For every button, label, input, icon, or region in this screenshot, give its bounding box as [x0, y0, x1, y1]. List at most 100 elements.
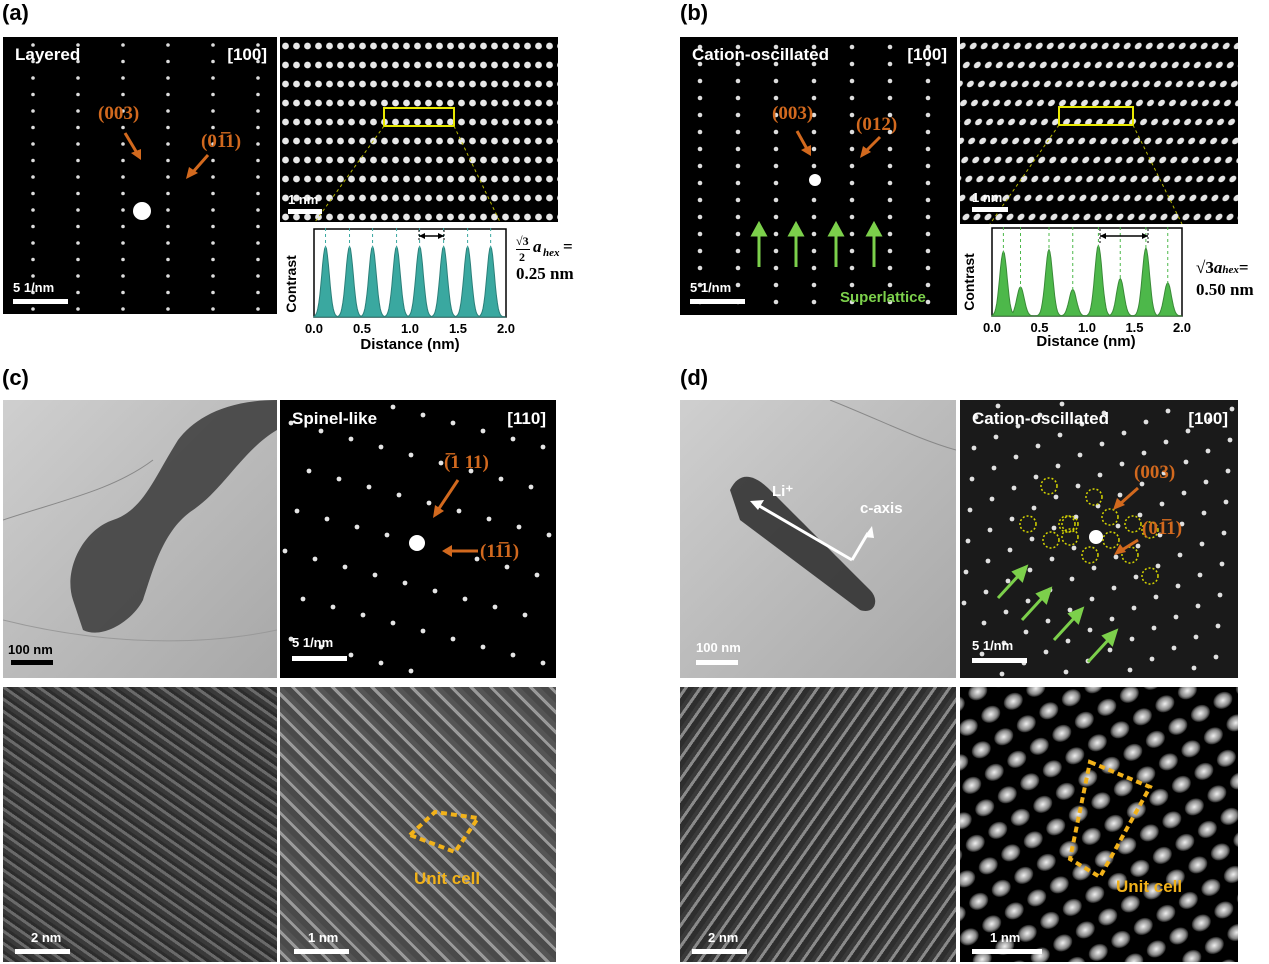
- hr-scale-label-b: 1 nm: [972, 190, 1003, 205]
- svg-text:2.0: 2.0: [497, 321, 515, 336]
- unit-cell-outline-c: [406, 809, 482, 855]
- hr2-scalebar-c: [294, 949, 349, 954]
- spot-012-b: (012): [856, 114, 898, 135]
- eq-value-a: 0.25 nm: [516, 264, 574, 283]
- spot-11-1-c: (11̅1): [480, 541, 520, 562]
- svg-text:1.5: 1.5: [1125, 320, 1143, 335]
- svg-text:0.5: 0.5: [1030, 320, 1048, 335]
- unit-cell-label-d: Unit cell: [1116, 877, 1183, 896]
- hr-scalebar-a: [288, 209, 322, 214]
- saed-scalebar-c: [292, 656, 347, 661]
- saed-scalebar-a: [13, 299, 68, 304]
- saed-scalebar-d: [972, 658, 1027, 663]
- unit-cell-label-c: Unit cell: [414, 869, 481, 888]
- hr1-scalebar-d: [692, 949, 747, 954]
- svg-text:0.0: 0.0: [983, 320, 1001, 335]
- spot-111-c: (̅1 11): [444, 452, 489, 473]
- svg-text:0.5: 0.5: [353, 321, 371, 336]
- eq-root3-b: √3: [1196, 258, 1214, 277]
- tem-scalebar-c: [11, 660, 53, 665]
- saed-pattern-b: Cation-oscillated [100] (003) (012) Supe…: [680, 37, 957, 315]
- saed-scale-label-d: 5 1/nm: [972, 638, 1014, 653]
- particle-c: [3, 400, 277, 642]
- profile-ylabel-b: Contrast: [961, 253, 977, 311]
- spot-011-d: (01̅1): [1142, 518, 1183, 539]
- hr1-scale-label-d: 2 nm: [708, 930, 739, 945]
- hrstem-image-a: 1 nm: [280, 37, 558, 222]
- spot-003-a: (003): [98, 103, 140, 124]
- atomic-lattice-d: [960, 687, 1238, 962]
- hr-scalebar-b: [972, 207, 1008, 212]
- hr2-scalebar-d: [972, 949, 1042, 954]
- tem-image-c: 100 nm: [3, 400, 277, 678]
- hr1-scale-label-c: 2 nm: [31, 930, 62, 945]
- zone-axis-c: [110]: [507, 409, 546, 428]
- atomic-lattice-a: [280, 37, 558, 222]
- spot-011-a: (01̅1): [201, 131, 242, 152]
- hrstem-image-d2: Unit cell 1 nm: [960, 687, 1238, 962]
- eq-sub-b: hex: [1222, 264, 1239, 276]
- eq-end-b: =: [1238, 258, 1249, 277]
- zone-axis-b: [100]: [907, 45, 947, 64]
- svg-text:2.0: 2.0: [1173, 320, 1191, 335]
- tem-scale-label-c: 100 nm: [8, 642, 53, 657]
- arrows-a: [123, 132, 210, 179]
- diffraction-spots-a: [31, 43, 260, 311]
- panel-label-c: (c): [2, 365, 29, 390]
- diffraction-spots-c: [282, 404, 552, 674]
- saed-scale-label-a: 5 1/nm: [13, 280, 55, 295]
- arrows-b: [750, 130, 883, 267]
- saed-scalebar-b: [690, 299, 745, 304]
- hr-scale-label-a: 1 nm: [288, 192, 319, 207]
- profile-ylabel-a: Contrast: [283, 255, 299, 313]
- hr2-scale-label-c: 1 nm: [308, 930, 339, 945]
- hrtem-image-d1: 2 nm: [680, 687, 956, 962]
- saed-title-c: Spinel-like: [292, 409, 378, 428]
- superlattice-label-b: Superlattice: [840, 289, 926, 306]
- eq-root3-a: √3: [516, 234, 529, 248]
- zone-axis-d: [100]: [1188, 409, 1228, 428]
- profile-xlabel-b: Distance (nm): [1036, 333, 1135, 350]
- tem-scalebar-d: [696, 660, 738, 665]
- saed-title-d: Cation-oscillated: [972, 409, 1109, 428]
- panel-label-d: (d): [680, 365, 709, 390]
- panel-label-a: (a): [2, 0, 29, 25]
- tem-scale-label-d: 100 nm: [696, 640, 741, 655]
- svg-text:1.0: 1.0: [401, 321, 419, 336]
- intensity-profile-b: Contrast 0.0 0.5 1.0 1.5 2.0 Distance (nm): [961, 227, 1191, 350]
- hr1-scalebar-c: [15, 949, 70, 954]
- spot-003-d: (003): [1134, 462, 1176, 483]
- eq-sub-a: hex: [543, 247, 560, 259]
- panel-label-b: (b): [680, 0, 709, 25]
- saed-pattern-c: Spinel-like [110] (̅1 11) (11̅1) 5 1/nm: [280, 400, 556, 678]
- eq-2-a: 2: [519, 250, 525, 264]
- saed-title-b: Cation-oscillated: [692, 45, 829, 64]
- superlattice-circles-d: [1019, 477, 1159, 585]
- hr2-scale-label-d: 1 nm: [990, 930, 1021, 945]
- svg-text:0.0: 0.0: [305, 321, 323, 336]
- eq-var-a: a: [533, 237, 542, 256]
- tem-image-d: Li⁺ c-axis 100 nm: [680, 400, 956, 678]
- svg-text:1.5: 1.5: [449, 321, 467, 336]
- c-axis-label-d: c-axis: [860, 500, 903, 517]
- atomic-lattice-b: [960, 37, 1238, 224]
- eq-end-a: =: [563, 237, 573, 256]
- svg-text:1.0: 1.0: [1078, 320, 1096, 335]
- intensity-profile-a: Contrast 0.0 0.5 1.0 1.5 2.0 Distance (nm): [283, 228, 515, 353]
- hrstem-image-b: 1 nm: [960, 37, 1238, 224]
- spot-003-b: (003): [772, 103, 814, 124]
- eq-value-b: 0.50 nm: [1196, 280, 1254, 299]
- hrtem-image-c2: Unit cell 1 nm: [280, 687, 556, 962]
- diffraction-spots-d: [961, 401, 1235, 677]
- saed-pattern-d: Cation-oscillated [100] (003) (01̅1) 5 1…: [960, 400, 1238, 678]
- li-label-d: Li⁺: [772, 483, 794, 500]
- hrtem-image-c1: 2 nm: [3, 687, 277, 962]
- saed-scale-label-c: 5 1/nm: [292, 635, 334, 650]
- zone-axis-a: [100]: [227, 45, 267, 64]
- eq-var-b: a: [1213, 258, 1223, 277]
- arrows-c: [433, 479, 478, 557]
- saed-scale-label-b: 5 1/nm: [690, 280, 732, 295]
- saed-pattern-a: Layered [100] (003) (01̅1) 5 1/nm: [3, 37, 277, 314]
- saed-title-a: Layered: [15, 45, 81, 64]
- particle-d: [730, 400, 956, 611]
